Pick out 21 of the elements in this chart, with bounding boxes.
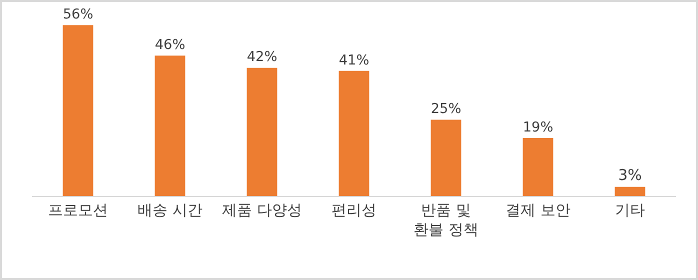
- x-tick-label: 편리성: [332, 201, 376, 219]
- bar: [614, 186, 646, 196]
- x-tick-label: 프로모션: [48, 201, 108, 219]
- x-tick-label: 결제 보안: [506, 201, 570, 219]
- x-tick-label: 배송 시간: [138, 201, 202, 219]
- data-label: 19%: [522, 119, 554, 136]
- data-label: 3%: [618, 166, 642, 184]
- data-label: 42%: [246, 49, 278, 66]
- x-tick-label: 반품 및 환불 정책: [414, 201, 478, 238]
- x-tick-label: 기타: [615, 201, 645, 219]
- x-tick-label: 제품 다양성: [222, 201, 302, 219]
- data-label: 41%: [338, 52, 370, 68]
- data-label: 56%: [62, 6, 94, 22]
- bar: [62, 25, 94, 196]
- bar: [522, 138, 554, 196]
- bar: [154, 56, 186, 196]
- bar: [338, 70, 370, 196]
- data-label: 46%: [154, 37, 186, 53]
- bar: [430, 120, 462, 196]
- bar: [246, 68, 278, 196]
- data-label: 25%: [430, 101, 462, 118]
